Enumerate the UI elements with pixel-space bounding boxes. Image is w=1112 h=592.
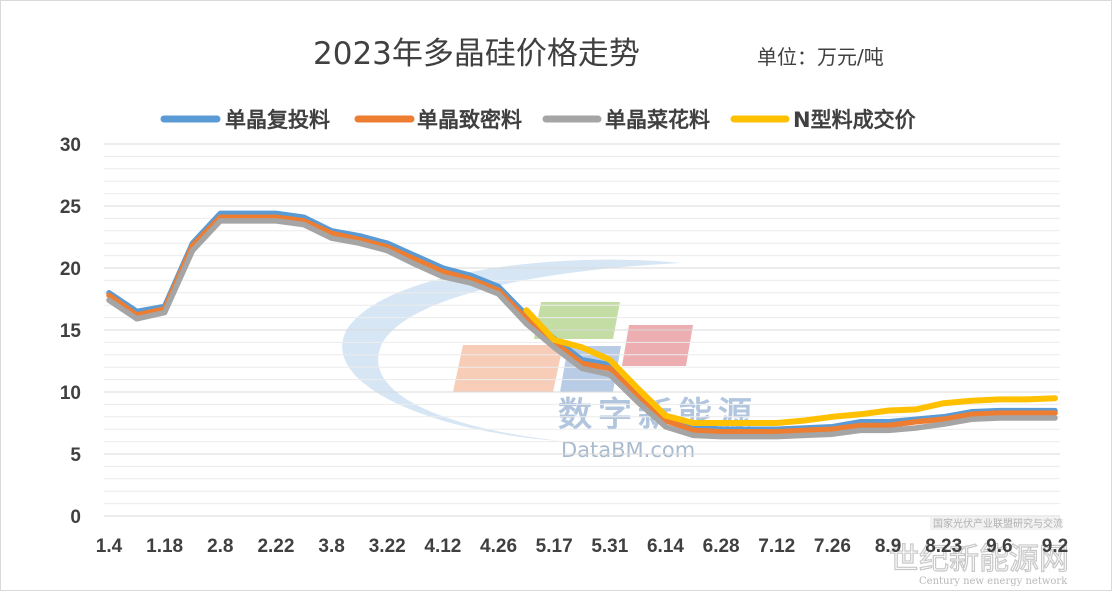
legend-label-4: N型料成交价 <box>793 108 917 132</box>
x-tick-label: 8.23 <box>925 536 962 557</box>
series-line-4 <box>523 307 1058 426</box>
series-line-1 <box>106 210 1058 432</box>
y-tick-label: 25 <box>60 197 82 218</box>
x-tick-label: 2.8 <box>207 536 233 557</box>
x-tick-label: 6.14 <box>647 536 684 557</box>
x-tick-label: 5.31 <box>591 536 628 557</box>
y-tick-label: 15 <box>60 321 82 342</box>
x-tick-label: 9.6 <box>986 536 1012 557</box>
x-tick-label: 3.8 <box>318 536 344 557</box>
x-tick-label: 5.17 <box>536 536 573 557</box>
watermark-orange-square <box>453 345 563 392</box>
chart-title: 2023年多晶硅价格走势 <box>313 36 640 72</box>
x-tick-label: 6.28 <box>703 536 740 557</box>
watermark-red-square <box>622 325 693 366</box>
watermark-site-en: Century new energy network <box>919 576 1068 587</box>
series-lines <box>106 210 1058 440</box>
x-tick-label: 4.26 <box>480 536 517 557</box>
x-tick-label: 7.12 <box>758 536 795 557</box>
unit-label: 单位：万元/吨 <box>757 45 884 69</box>
legend-label-3: 单晶菜花料 <box>605 108 710 132</box>
x-tick-label: 1.4 <box>96 536 123 557</box>
y-tick-label: 5 <box>70 445 81 466</box>
x-tick-label: 4.12 <box>424 536 461 557</box>
y-tick-label: 20 <box>60 259 81 280</box>
series-line-2 <box>106 214 1058 435</box>
x-axis-tick-labels: 1.4 1.18 2.8 2.22 3.8 3.22 4.12 4.26 5.17 5.31 6.1… <box>96 536 1068 557</box>
x-tick-label: 7.26 <box>814 536 851 557</box>
watermark-strip-text: 国家光伏产业联盟研究与交流 <box>933 517 1063 530</box>
y-tick-label: 10 <box>60 383 81 404</box>
legend: 单晶复投料 单晶致密料 单晶菜花料 N型料成交价 <box>160 108 917 132</box>
watermark-site-cn: 世纪新能源网 <box>889 542 1069 577</box>
x-tick-label: 3.22 <box>369 536 406 557</box>
series-line-3 <box>106 218 1058 440</box>
y-tick-label: 0 <box>70 507 81 528</box>
legend-label-1: 单晶复投料 <box>225 108 330 132</box>
x-tick-label: 9.2 <box>1042 536 1068 557</box>
x-tick-label: 1.18 <box>146 536 183 557</box>
y-tick-label: 30 <box>60 135 81 156</box>
y-axis-tick-labels: 0 5 10 15 20 25 30 <box>60 135 82 528</box>
x-tick-label: 8.9 <box>875 536 901 557</box>
watermark-strip <box>930 517 1061 530</box>
legend-label-2: 单晶致密料 <box>417 108 522 132</box>
gridlines <box>104 143 1060 517</box>
x-tick-label: 2.22 <box>257 536 294 557</box>
